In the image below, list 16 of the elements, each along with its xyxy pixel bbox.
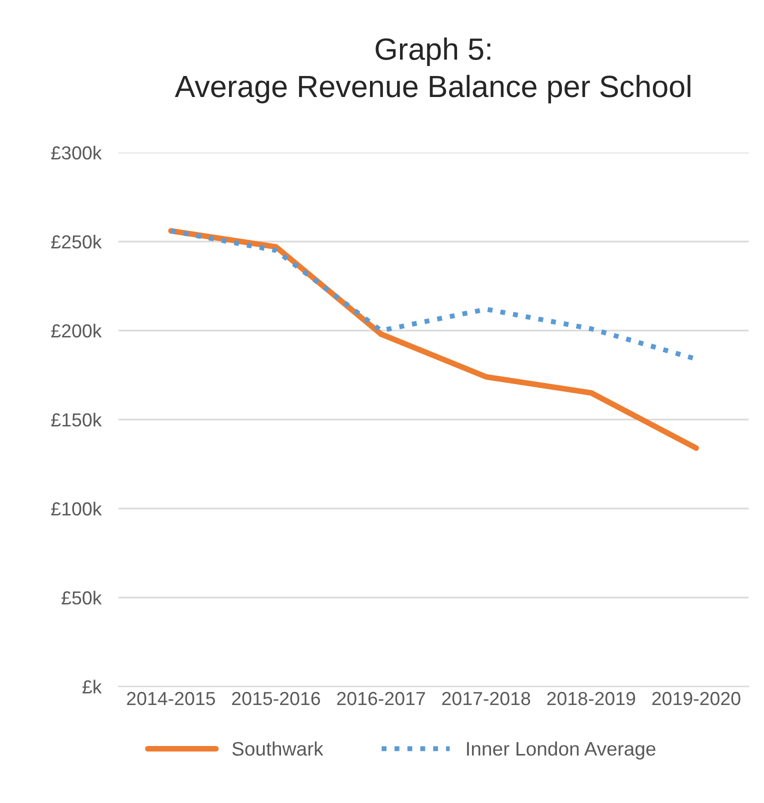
y-tick-label: £250k (51, 234, 102, 249)
x-tick-label: 2019-2020 (652, 692, 740, 706)
y-tick-label: £300k (51, 146, 102, 160)
y-tick-label: £100k (51, 502, 102, 516)
y-tick-label: £200k (51, 324, 102, 338)
x-tick-label: 2016-2017 (337, 692, 425, 706)
legend-label: Southwark (232, 741, 324, 756)
x-tick-label: 2014-2015 (127, 692, 215, 706)
y-tick-label: £k (82, 680, 102, 694)
x-tick-label: 2018-2019 (547, 692, 636, 706)
legend-label: Inner London Average (467, 741, 656, 760)
chart-title: Graph 5: Average Revenue Balance per School (174, 38, 690, 104)
x-tick-label: 2015-2016 (232, 692, 320, 706)
y-tick-label: £150k (51, 412, 102, 427)
x-tick-label: 2017-2018 (442, 692, 530, 706)
y-tick-label: £50k (62, 590, 102, 605)
